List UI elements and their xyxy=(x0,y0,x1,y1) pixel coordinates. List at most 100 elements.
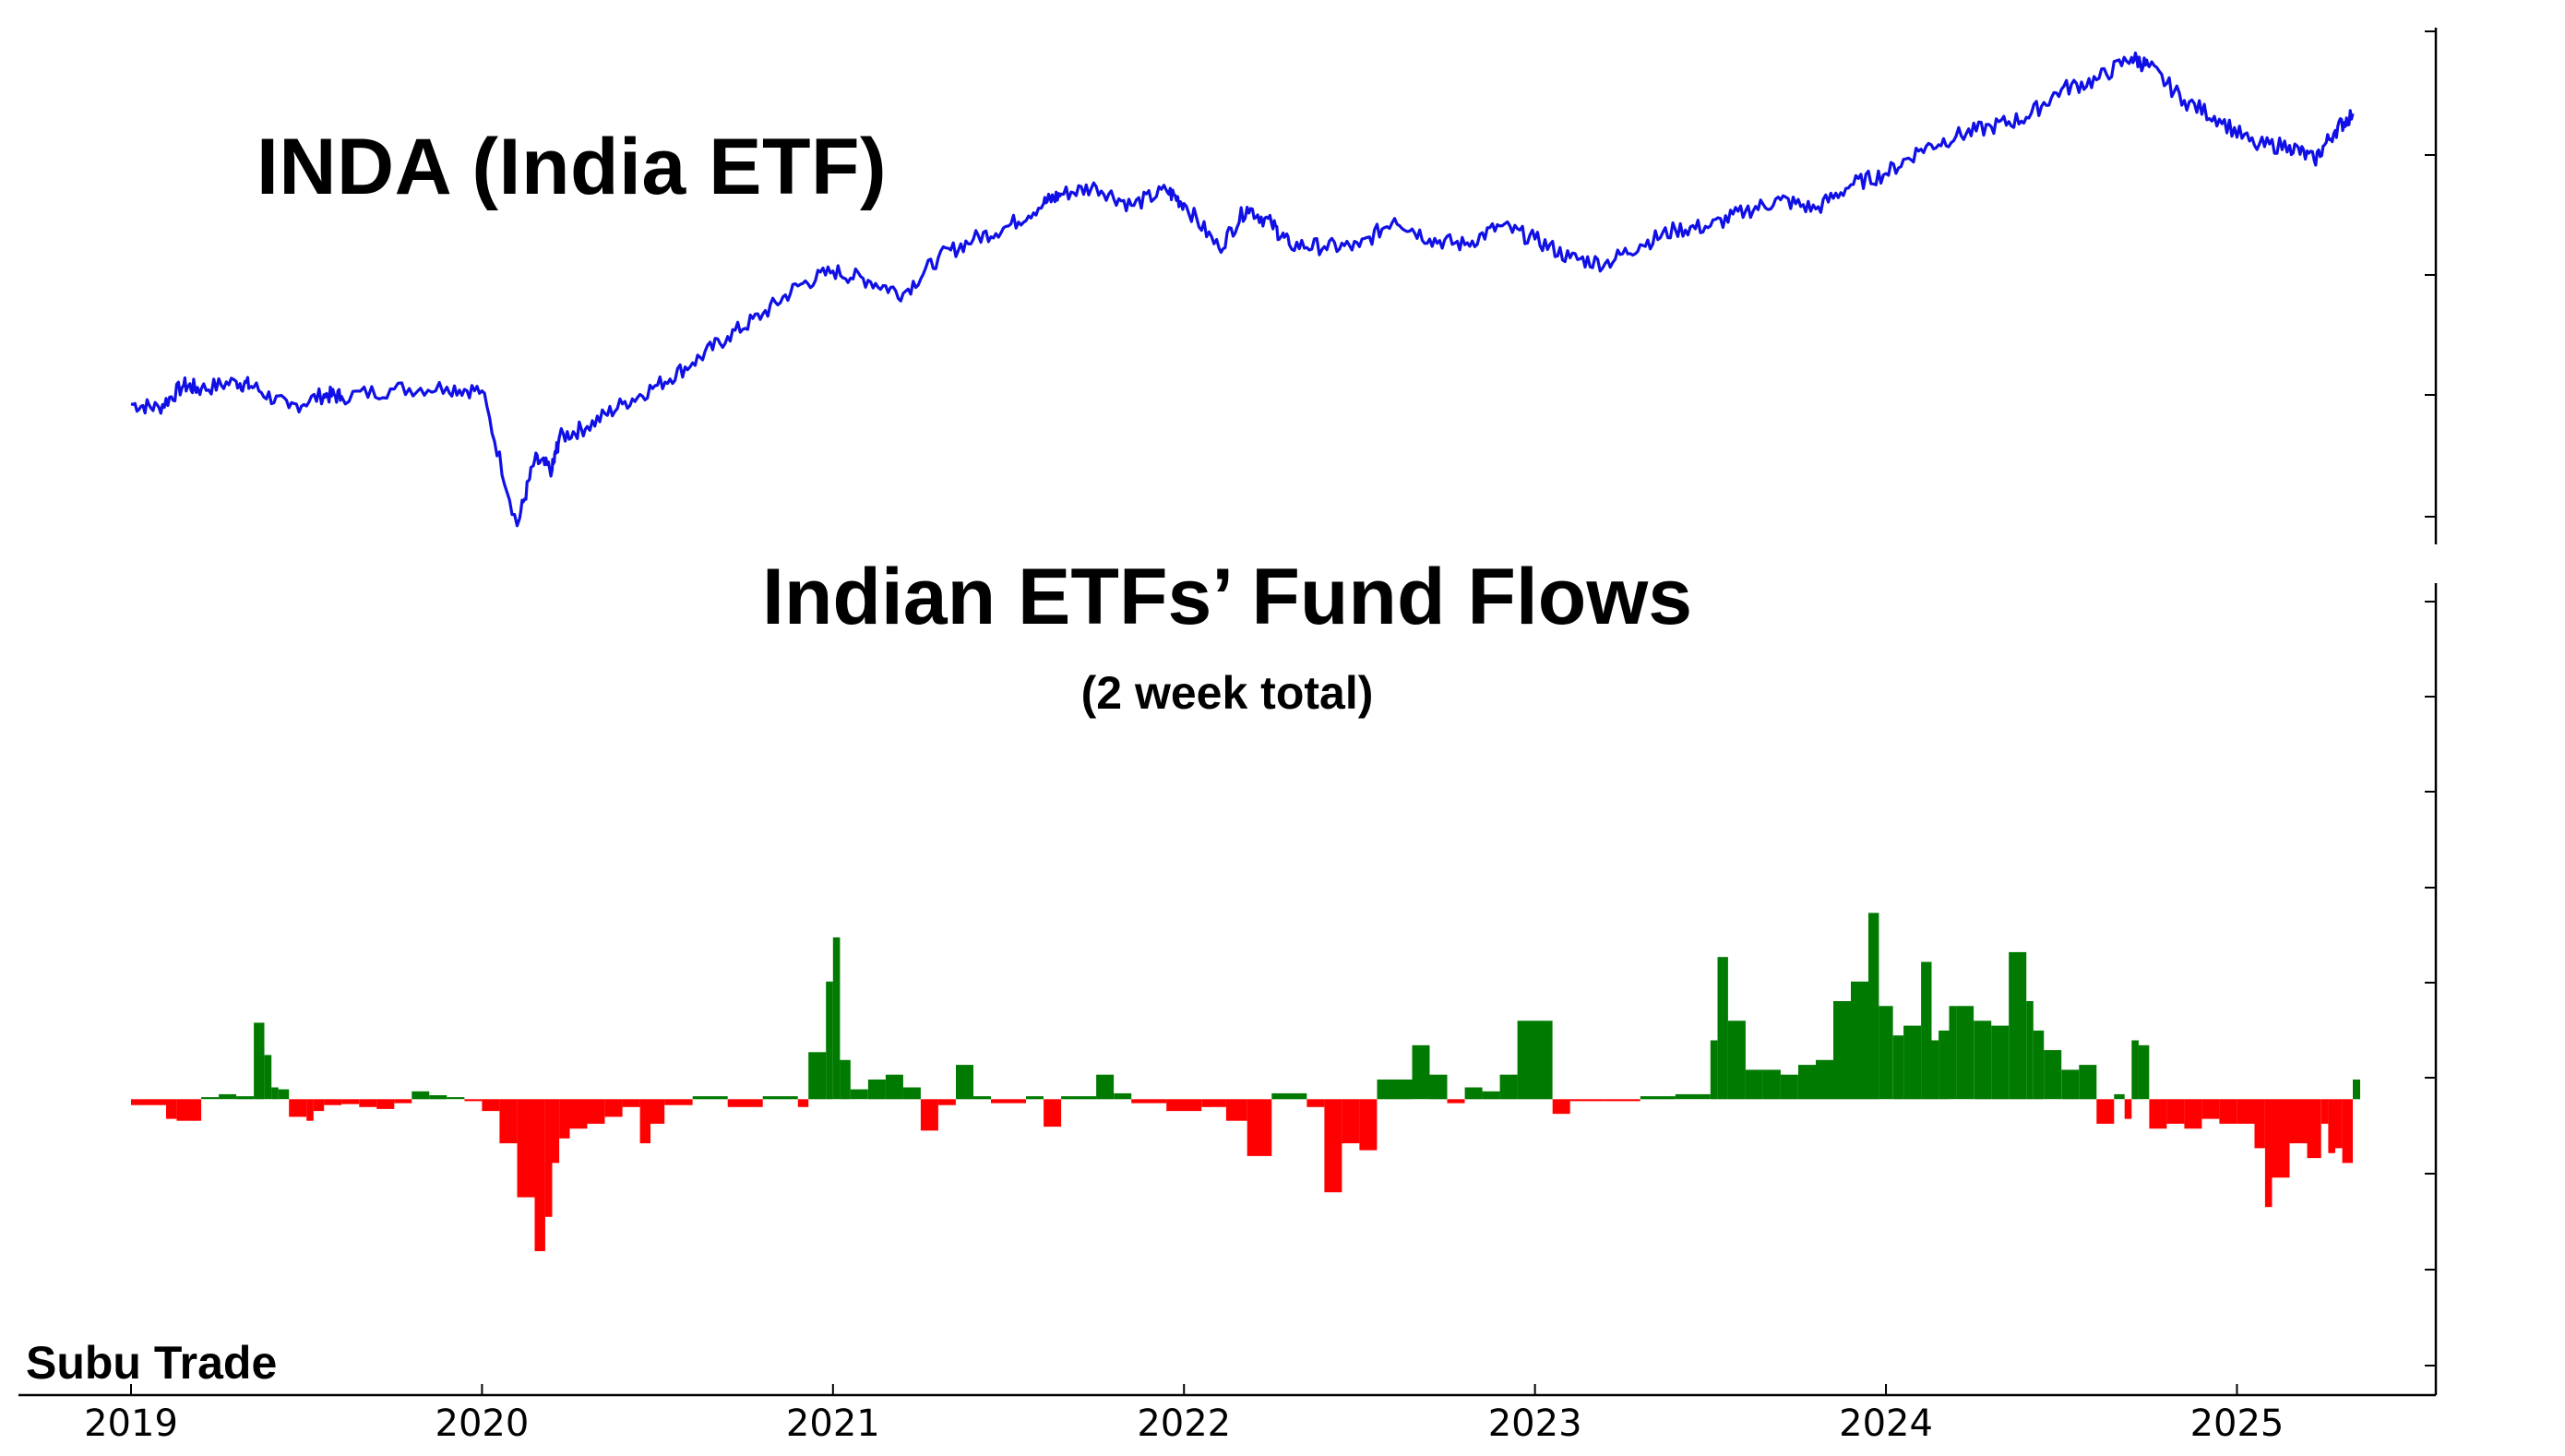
outflow-bar xyxy=(324,1099,342,1105)
x-tick-label: 2025 xyxy=(2190,1402,2285,1445)
inflow-bar xyxy=(1377,1080,1395,1100)
outflow-bar xyxy=(622,1099,640,1107)
outflow-bar xyxy=(376,1099,395,1109)
inflow-bar xyxy=(254,1022,265,1100)
inflow-bar xyxy=(1762,1069,1781,1100)
inflow-bar xyxy=(412,1091,430,1100)
outflow-bar xyxy=(2201,1099,2220,1119)
outflow-bar xyxy=(650,1099,665,1124)
outflow-bar xyxy=(517,1099,535,1198)
outflow-bar xyxy=(176,1099,202,1121)
inflow-bar xyxy=(1931,1040,1939,1100)
inflow-bar xyxy=(956,1065,973,1100)
outflow-bar xyxy=(2328,1099,2335,1153)
inflow-bar xyxy=(1892,1035,1904,1100)
outflow-bar xyxy=(937,1099,956,1105)
outflow-bar xyxy=(920,1099,938,1131)
inflow-bar xyxy=(1675,1093,1711,1100)
outflow-bar xyxy=(639,1099,650,1144)
outflow-bar xyxy=(166,1099,177,1119)
inflow-bar xyxy=(219,1093,237,1100)
inflow-bar xyxy=(236,1096,255,1100)
inflow-bar xyxy=(1710,1040,1718,1100)
inflow-bar xyxy=(2079,1065,2097,1100)
inflow-bar xyxy=(1868,913,1879,1100)
outflow-bar xyxy=(1247,1099,1272,1156)
inflow-bar xyxy=(1833,1001,1851,1100)
outflow-bar xyxy=(569,1099,588,1129)
inflow-bar xyxy=(2026,1001,2034,1100)
inflow-bar xyxy=(1816,1059,1833,1100)
outflow-bar xyxy=(1225,1099,1247,1121)
inflow-bar xyxy=(1956,1006,1974,1100)
outflow-bar xyxy=(313,1099,325,1112)
outflow-bar xyxy=(1201,1099,1226,1107)
inflow-bar xyxy=(1464,1087,1483,1100)
inflow-bar xyxy=(973,1096,991,1100)
inflow-bar xyxy=(278,1089,290,1100)
inflow-bar xyxy=(832,937,841,1100)
inflow-bar xyxy=(1903,1025,1922,1100)
inflow-bar xyxy=(1851,981,1868,1100)
inflow-bar xyxy=(808,1052,827,1100)
inflow-bar xyxy=(1949,1006,1957,1100)
outflow-bar xyxy=(1605,1099,1640,1102)
outflow-bar xyxy=(2254,1099,2265,1149)
x-tick-label: 2024 xyxy=(1839,1402,1933,1445)
outflow-bar xyxy=(2264,1099,2273,1208)
inflow-bar xyxy=(826,981,833,1100)
inflow-bar xyxy=(2138,1044,2150,1100)
inflow-bar xyxy=(1271,1092,1307,1100)
inflow-bar xyxy=(2033,1030,2045,1100)
outflow-bar xyxy=(2307,1099,2321,1159)
x-tick-label: 2023 xyxy=(1488,1402,1582,1445)
outflow-bar xyxy=(499,1099,518,1144)
outflow-bar xyxy=(359,1099,377,1107)
inda-price-line xyxy=(130,51,2355,528)
outflow-bar xyxy=(534,1099,545,1251)
inflow-bar xyxy=(867,1080,886,1100)
flows-chart-subtitle: (2 week total) xyxy=(1080,667,1374,719)
inflow-bar xyxy=(1412,1044,1430,1100)
outflow-bar xyxy=(1306,1099,1325,1107)
inflow-bar xyxy=(2114,1093,2125,1100)
outflow-bar xyxy=(289,1099,307,1117)
outflow-bar xyxy=(797,1099,809,1107)
inflow-bar xyxy=(1026,1096,1044,1100)
fund-flow-bars xyxy=(131,913,2360,1251)
inflow-bar xyxy=(885,1074,903,1100)
outflow-bar xyxy=(559,1099,570,1139)
outflow-bar xyxy=(664,1099,693,1105)
inflow-bar xyxy=(447,1097,465,1100)
inflow-bar xyxy=(1114,1092,1132,1100)
inflow-bar xyxy=(201,1097,220,1100)
inflow-bar xyxy=(1798,1065,1816,1100)
x-tick-label: 2022 xyxy=(1137,1402,1231,1445)
inflow-bar xyxy=(1640,1096,1676,1100)
outflow-bar xyxy=(1552,1099,1570,1115)
outflow-bar xyxy=(2184,1099,2202,1129)
outflow-bar xyxy=(2166,1099,2185,1124)
inflow-bar xyxy=(1939,1030,1950,1100)
inflow-bar xyxy=(762,1096,798,1100)
outflow-bar xyxy=(1044,1099,1062,1128)
outflow-bar xyxy=(727,1099,763,1107)
inflow-bar xyxy=(2061,1069,2080,1100)
chart-axes: 2019 2020 2021 2022 2023 2024 2025 xyxy=(18,28,2438,1445)
outflow-bar xyxy=(149,1099,166,1105)
outflow-bar xyxy=(544,1099,553,1217)
inflow-bar xyxy=(264,1055,272,1100)
inflow-bar xyxy=(692,1096,728,1100)
outflow-bar xyxy=(482,1099,500,1112)
outflow-bar xyxy=(2237,1099,2255,1124)
inflow-bar xyxy=(2353,1080,2360,1100)
outflow-bar xyxy=(2149,1099,2167,1129)
watermark-text: Subu Trade xyxy=(26,1337,278,1389)
inflow-bar xyxy=(2009,951,2027,1100)
inflow-bar xyxy=(1879,1006,1893,1100)
inflow-bar xyxy=(1096,1074,1115,1100)
outflow-bar xyxy=(2124,1099,2132,1119)
outflow-bar xyxy=(1324,1099,1342,1193)
